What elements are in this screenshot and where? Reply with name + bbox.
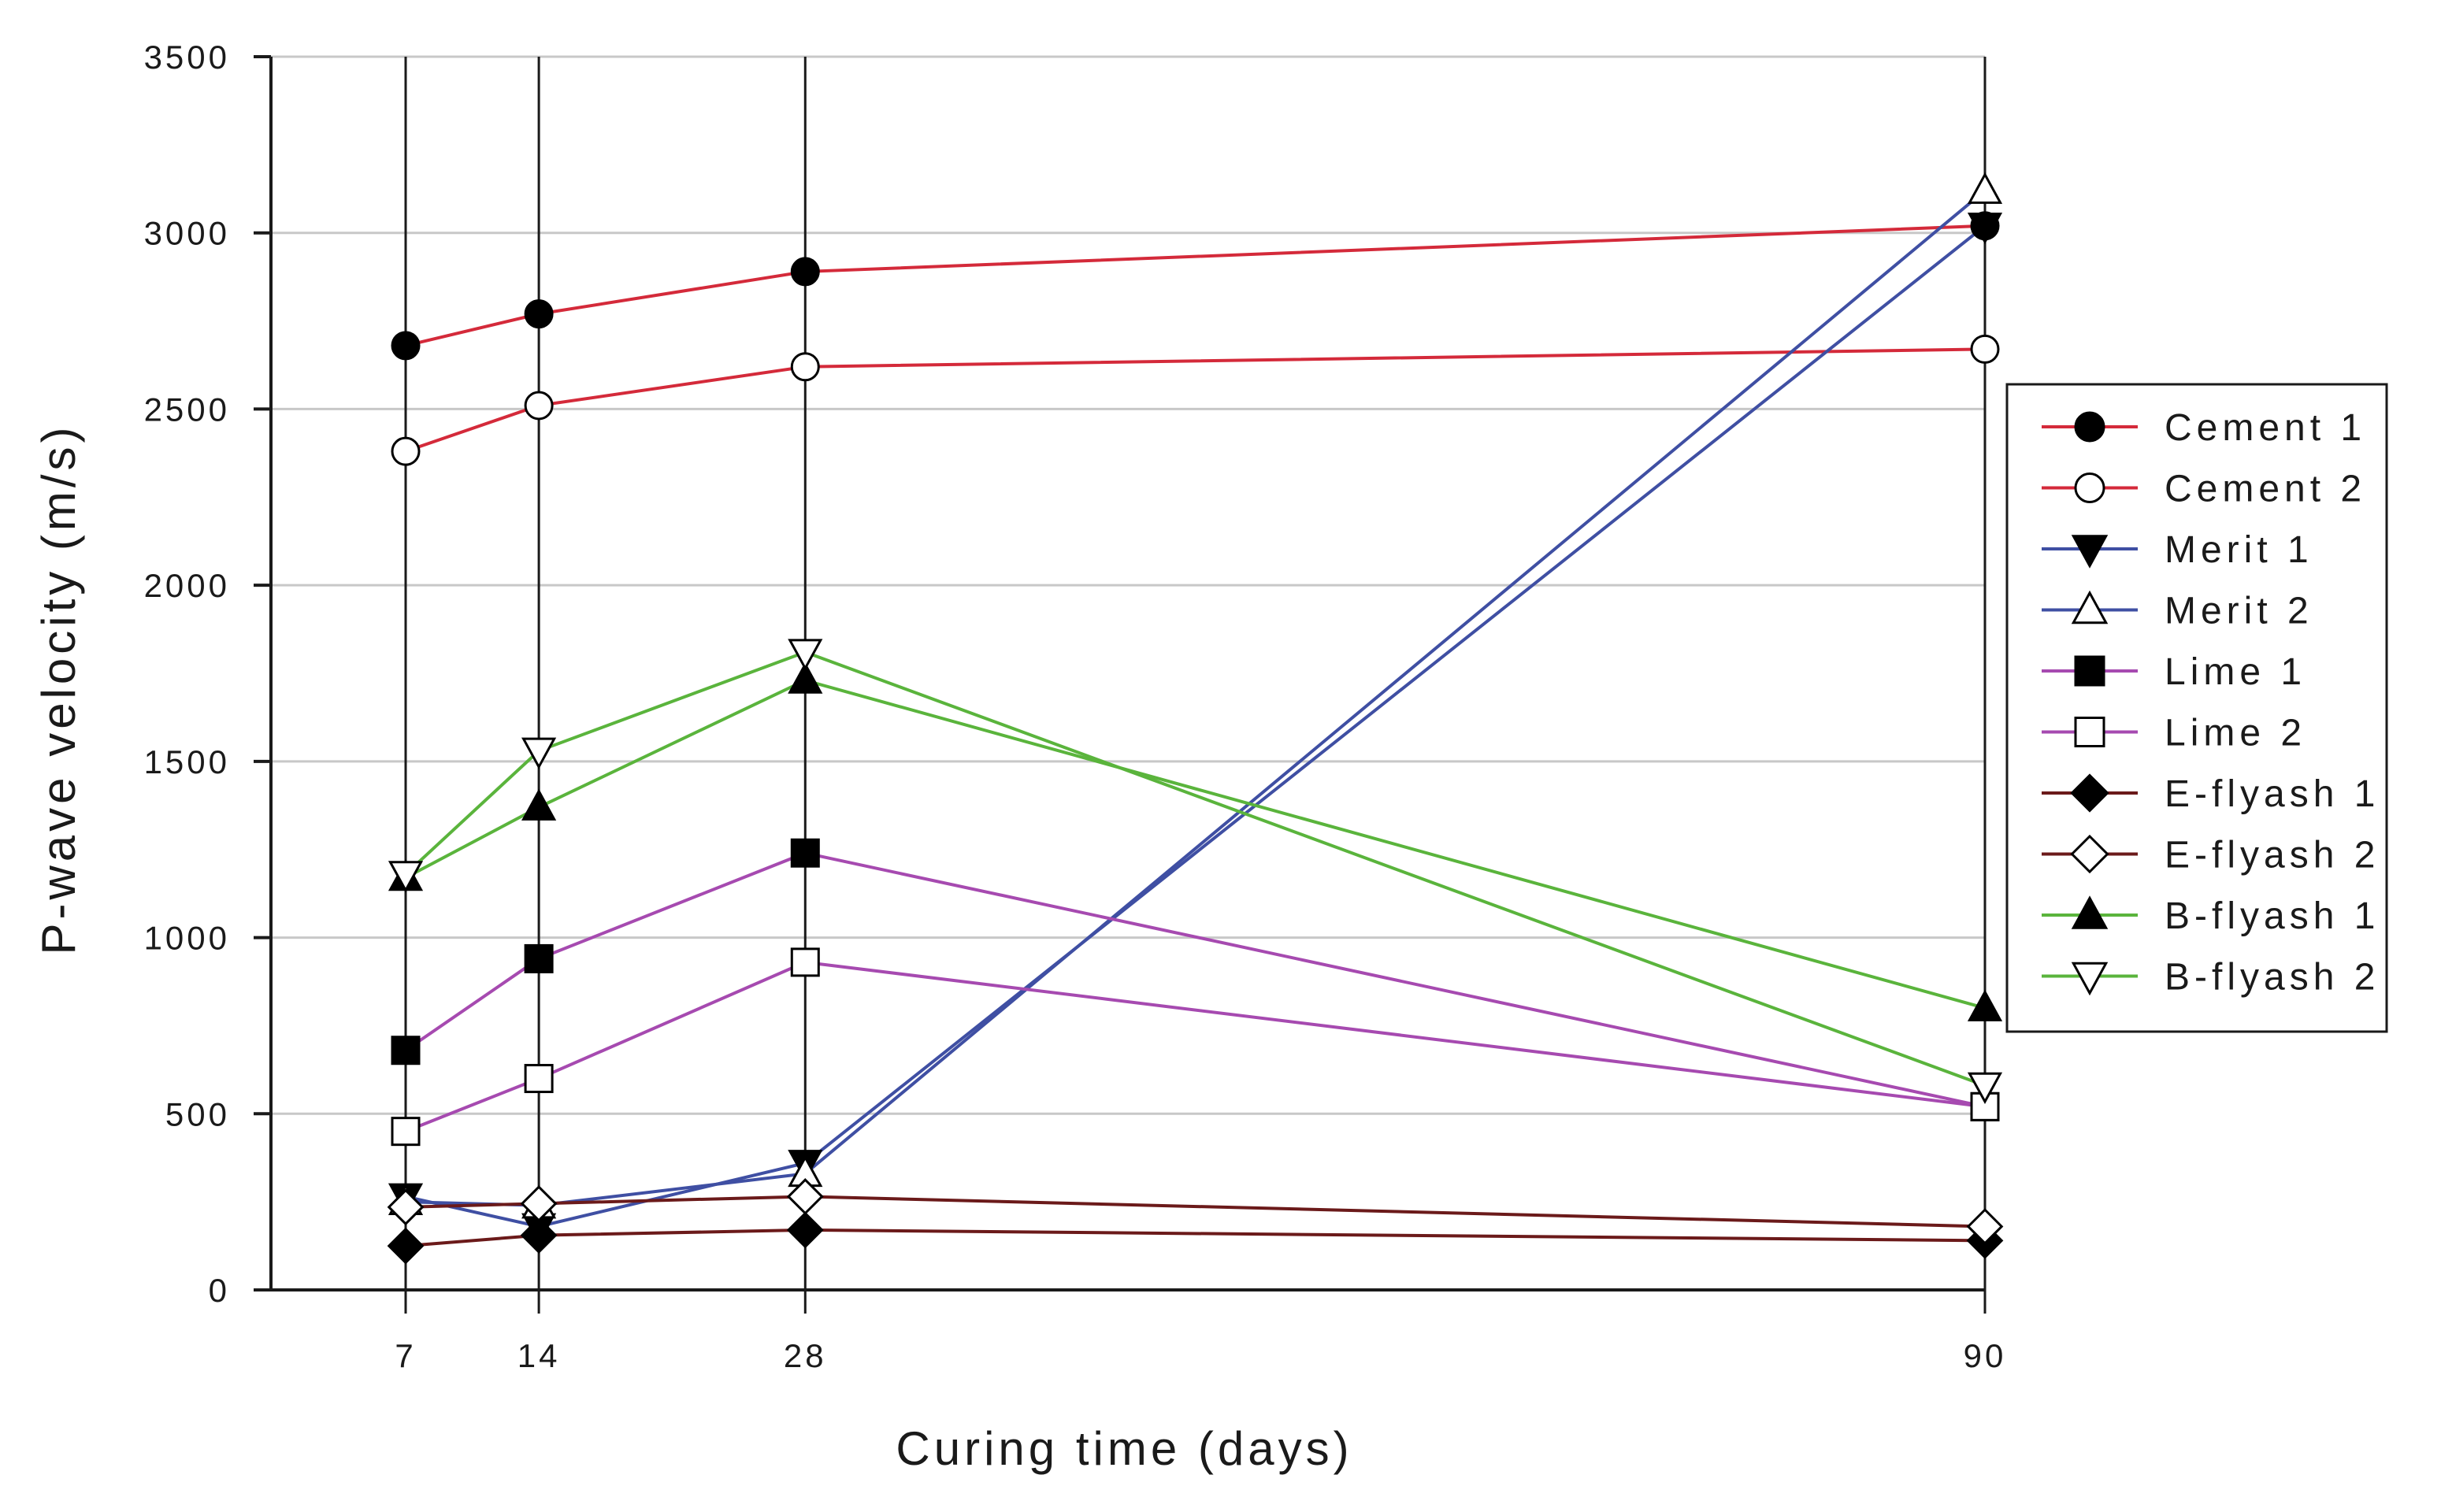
x-tick-label: 28 — [784, 1337, 827, 1374]
series-line — [405, 224, 1986, 347]
series-line — [405, 678, 1986, 1010]
data-point — [520, 1185, 558, 1222]
legend-label: Merit 1 — [2165, 529, 2313, 571]
series-line — [405, 1228, 1986, 1248]
legend-label: E-flyash 2 — [2165, 835, 2380, 876]
data-point — [524, 299, 554, 329]
series-line — [404, 851, 1986, 1109]
legend-label: Merit 2 — [2165, 591, 2313, 632]
data-point — [1967, 172, 2003, 204]
x-tick-label: 90 — [1964, 1337, 2007, 1374]
series-line — [405, 347, 1986, 454]
data-point — [1966, 1208, 2004, 1245]
y-tick-label: 1500 — [144, 743, 230, 780]
data-point — [1967, 989, 2003, 1021]
data-point — [524, 943, 554, 973]
y-tick-label: 2500 — [144, 391, 230, 428]
legend-marker — [2074, 411, 2105, 443]
series-group — [387, 172, 2004, 1265]
x-guide-lines — [404, 57, 1987, 1314]
series-line — [405, 960, 1986, 1133]
data-point — [391, 1036, 421, 1065]
legend-marker — [2070, 834, 2109, 874]
data-point — [521, 737, 557, 769]
x-axis-title: Curing time (days) — [896, 1422, 1352, 1475]
data-point — [790, 352, 820, 382]
data-point — [388, 861, 424, 893]
legend-marker — [2071, 535, 2109, 569]
y-tick-label: 3000 — [144, 215, 230, 252]
data-point — [520, 1217, 558, 1254]
legend-label: Cement 1 — [2165, 407, 2366, 449]
legend: Cement 1 Cement 2 Merit 1 Merit 2 Lime 1 Lime… — [2005, 383, 2388, 1033]
legend-label: Cement 2 — [2165, 469, 2366, 510]
legend-label: E-flyash 1 — [2165, 773, 2380, 815]
y-tick-label: 3500 — [144, 39, 230, 76]
legend-label: B-flyash 2 — [2165, 957, 2380, 999]
data-point — [790, 947, 820, 977]
x-tick-label: 14 — [518, 1337, 561, 1374]
data-point — [391, 331, 421, 361]
data-point — [788, 639, 823, 671]
data-point — [524, 391, 554, 421]
legend-label: Lime 2 — [2165, 713, 2306, 754]
legend-marker — [2074, 655, 2105, 687]
data-point — [524, 1064, 554, 1094]
legend-box — [2005, 383, 2388, 1033]
y-tick-label: 0 — [209, 1272, 230, 1309]
data-point — [391, 436, 421, 466]
legend-label: Lime 1 — [2165, 651, 2306, 693]
legend-marker — [2074, 717, 2105, 747]
x-tick-label: 7 — [395, 1337, 416, 1374]
legend-marker — [2071, 590, 2109, 624]
legend-label: B-flyash 1 — [2165, 895, 2380, 937]
tick-labels: 0 500 1000 1500 2000 2500 3000 3500 7 14 28 90 — [144, 39, 2007, 1374]
data-point — [790, 257, 820, 287]
data-point — [391, 1117, 421, 1147]
series-line — [405, 224, 1987, 1228]
series-line — [404, 650, 1986, 1088]
axes — [269, 57, 1985, 1292]
gridlines — [271, 55, 1985, 1115]
data-point — [790, 838, 820, 868]
y-tick-label: 1000 — [144, 920, 230, 957]
legend-marker — [2071, 962, 2109, 996]
data-point — [1967, 212, 2003, 245]
data-point — [521, 788, 557, 821]
data-point — [1967, 1072, 2003, 1105]
data-point — [387, 1188, 425, 1226]
data-point — [788, 662, 823, 694]
data-point — [786, 1178, 824, 1215]
series-line — [405, 189, 1987, 1207]
data-point — [1970, 334, 2000, 364]
data-point — [786, 1211, 824, 1249]
legend-marker — [2074, 472, 2105, 503]
series-line — [405, 1195, 1986, 1228]
legend-marker — [2071, 895, 2109, 929]
legend-marker — [2070, 773, 2109, 813]
y-tick-label: 2000 — [144, 567, 230, 604]
y-tick-label: 500 — [165, 1095, 230, 1132]
data-point — [387, 1227, 425, 1265]
y-axis-title: P-wave velocity (m/s) — [32, 423, 85, 954]
